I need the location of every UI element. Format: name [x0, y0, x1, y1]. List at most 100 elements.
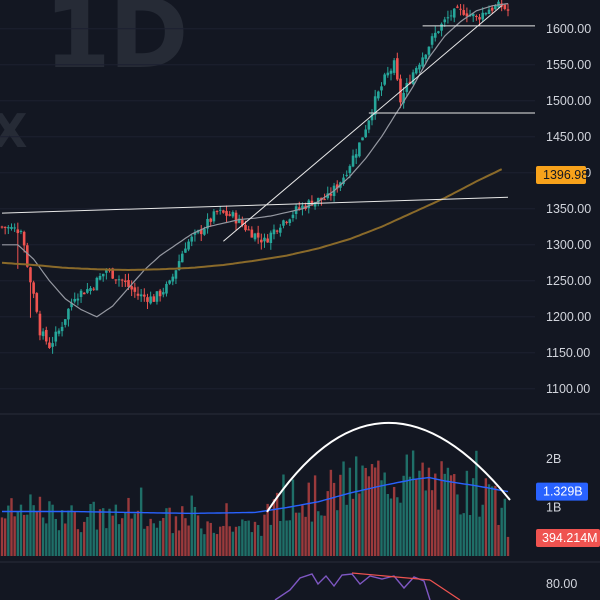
candle-body [54, 331, 58, 342]
candle-body [285, 221, 288, 223]
candle-body [370, 114, 374, 121]
volume-bar [408, 476, 412, 556]
candle-body [389, 70, 393, 74]
volume-bar [143, 528, 146, 556]
volume-bar [326, 491, 329, 556]
candle-body [367, 120, 371, 130]
volume-axis: 1B 2B 1.329B 394.214M [536, 452, 600, 547]
candle-body [462, 10, 466, 15]
candle-body [146, 297, 149, 302]
candle-body [26, 245, 29, 267]
volume-bar [279, 521, 282, 556]
volume-overlays [2, 421, 511, 515]
candle-body [348, 166, 352, 173]
volume-bar [484, 478, 488, 556]
volume-bar [364, 467, 367, 556]
candle-body [506, 9, 510, 11]
volume-bar [102, 508, 105, 556]
volume-bar [437, 509, 440, 556]
candle-body [247, 229, 250, 231]
volume-bar [389, 498, 393, 556]
candle-body [114, 279, 118, 281]
volume-bar [38, 496, 42, 556]
candle-body [377, 91, 380, 99]
candle-body [396, 58, 399, 80]
volume-bar [73, 511, 76, 556]
candle-body [291, 214, 295, 218]
volume-bar [26, 514, 29, 556]
candle-body [143, 294, 146, 297]
oscillator-divergence-line[interactable] [429, 579, 461, 600]
oscillator-divergence-line[interactable] [351, 572, 431, 581]
candle-body [253, 233, 257, 240]
volume-bar [310, 521, 314, 556]
candle-body [117, 279, 121, 281]
volume-ma-label: 1.329B [543, 485, 583, 499]
volume-bar [294, 512, 298, 556]
volume-bar [222, 525, 225, 556]
candle-body [152, 296, 156, 302]
candle-body [244, 224, 247, 231]
candle-body [358, 142, 361, 157]
candle-body [149, 296, 152, 304]
candle-body [13, 227, 16, 229]
candle-body [105, 270, 108, 273]
volume-bar [380, 480, 383, 556]
volume-bar [405, 454, 408, 556]
price-tick-label: 1150.00 [546, 346, 590, 360]
volume-bar [453, 474, 456, 556]
volume-bar [177, 530, 181, 556]
volume-bar [320, 515, 323, 556]
volume-bar [237, 526, 241, 556]
volume-bar [146, 526, 149, 556]
trend-line[interactable] [1, 196, 509, 214]
volume-bar [219, 526, 222, 556]
candle-body [345, 174, 349, 176]
candle-body [490, 7, 494, 11]
volume-bar [392, 486, 396, 556]
candle-body [471, 13, 475, 17]
volume-bar [339, 474, 342, 556]
price-tick-label: 1350.00 [546, 202, 591, 216]
volume-bar [83, 521, 86, 556]
candle-body [184, 248, 187, 253]
candle-body [203, 229, 206, 235]
volume-bar [462, 513, 465, 556]
price-tick-label: 1550.00 [546, 58, 591, 72]
volume-bar [158, 520, 162, 556]
candle-body [260, 239, 263, 243]
candle-body [443, 19, 447, 23]
volume-bar [190, 495, 193, 556]
volume-bar [323, 515, 326, 556]
volume-bar [117, 524, 121, 556]
volume-bar [285, 520, 288, 556]
volume-bar [459, 514, 462, 556]
candle-body [323, 199, 326, 201]
trend-line[interactable] [223, 5, 502, 242]
volume-bar [386, 493, 390, 556]
volume-bar [130, 518, 133, 556]
volume-bar [0, 517, 4, 556]
candle-body [212, 211, 216, 222]
candle-body [76, 298, 80, 301]
volume-arc-drawing[interactable] [266, 421, 511, 513]
candle-body [16, 229, 20, 234]
candle-body [465, 13, 469, 17]
candle-body [218, 209, 222, 211]
candle-body [63, 319, 67, 325]
candle-body [111, 268, 114, 279]
candle-body [424, 54, 428, 59]
volume-bar [456, 494, 459, 556]
volume-bar [266, 503, 269, 556]
candle-body [222, 210, 225, 213]
candle-body [41, 331, 45, 337]
candle-body [82, 292, 86, 295]
volume-bar [490, 486, 494, 556]
volume-bar [165, 508, 168, 556]
volume-bar [57, 530, 61, 556]
volume-bar [446, 467, 450, 556]
candle-body [98, 275, 102, 280]
volume-bar [193, 506, 197, 556]
candle-body [279, 227, 282, 233]
